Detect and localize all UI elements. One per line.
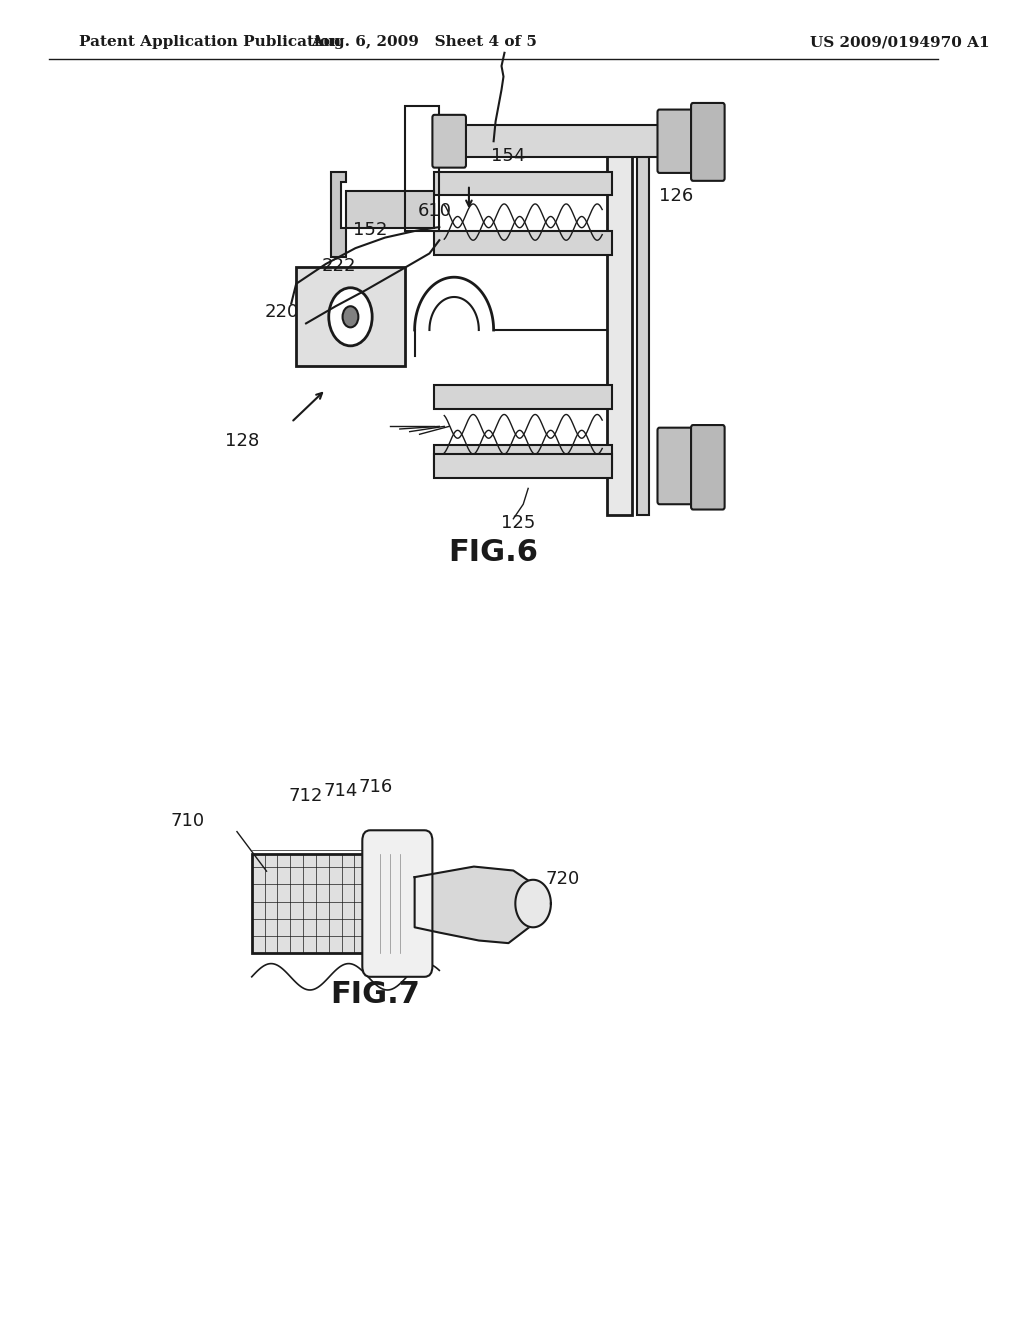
Bar	[434, 445, 612, 469]
Text: 154: 154	[492, 147, 525, 165]
Text: Patent Application Publication: Patent Application Publication	[79, 36, 341, 49]
Circle shape	[343, 306, 358, 327]
Text: US 2009/0194970 A1: US 2009/0194970 A1	[810, 36, 989, 49]
Text: 222: 222	[322, 256, 356, 275]
Text: FIG.6: FIG.6	[449, 539, 539, 568]
Bar	[404, 106, 439, 231]
Text: 710: 710	[171, 812, 205, 830]
FancyBboxPatch shape	[362, 830, 432, 977]
Text: 716: 716	[358, 777, 392, 796]
Bar	[637, 132, 648, 515]
Bar	[434, 454, 612, 478]
Polygon shape	[331, 172, 345, 257]
Text: 714: 714	[324, 781, 357, 800]
Text: 220: 220	[264, 302, 298, 321]
Bar	[296, 267, 404, 366]
Text: 125: 125	[501, 513, 536, 532]
Text: Aug. 6, 2009   Sheet 4 of 5: Aug. 6, 2009 Sheet 4 of 5	[311, 36, 538, 49]
Bar	[434, 172, 612, 195]
Text: 720: 720	[546, 870, 580, 888]
Text: 712: 712	[289, 787, 324, 805]
Bar	[607, 132, 632, 515]
Bar	[434, 231, 612, 255]
Polygon shape	[515, 880, 551, 927]
Text: 152: 152	[353, 220, 387, 239]
Text: 128: 128	[224, 432, 259, 450]
FancyBboxPatch shape	[657, 110, 693, 173]
FancyBboxPatch shape	[657, 428, 693, 504]
FancyBboxPatch shape	[691, 425, 725, 510]
Text: 610: 610	[418, 202, 452, 220]
Text: FIG.7: FIG.7	[330, 981, 420, 1010]
FancyBboxPatch shape	[691, 103, 725, 181]
Bar	[252, 854, 380, 953]
Bar	[345, 191, 434, 228]
Text: 126: 126	[659, 186, 693, 205]
Bar	[434, 385, 612, 409]
Bar	[439, 125, 672, 157]
FancyBboxPatch shape	[432, 115, 466, 168]
Polygon shape	[415, 866, 543, 942]
Circle shape	[329, 288, 372, 346]
